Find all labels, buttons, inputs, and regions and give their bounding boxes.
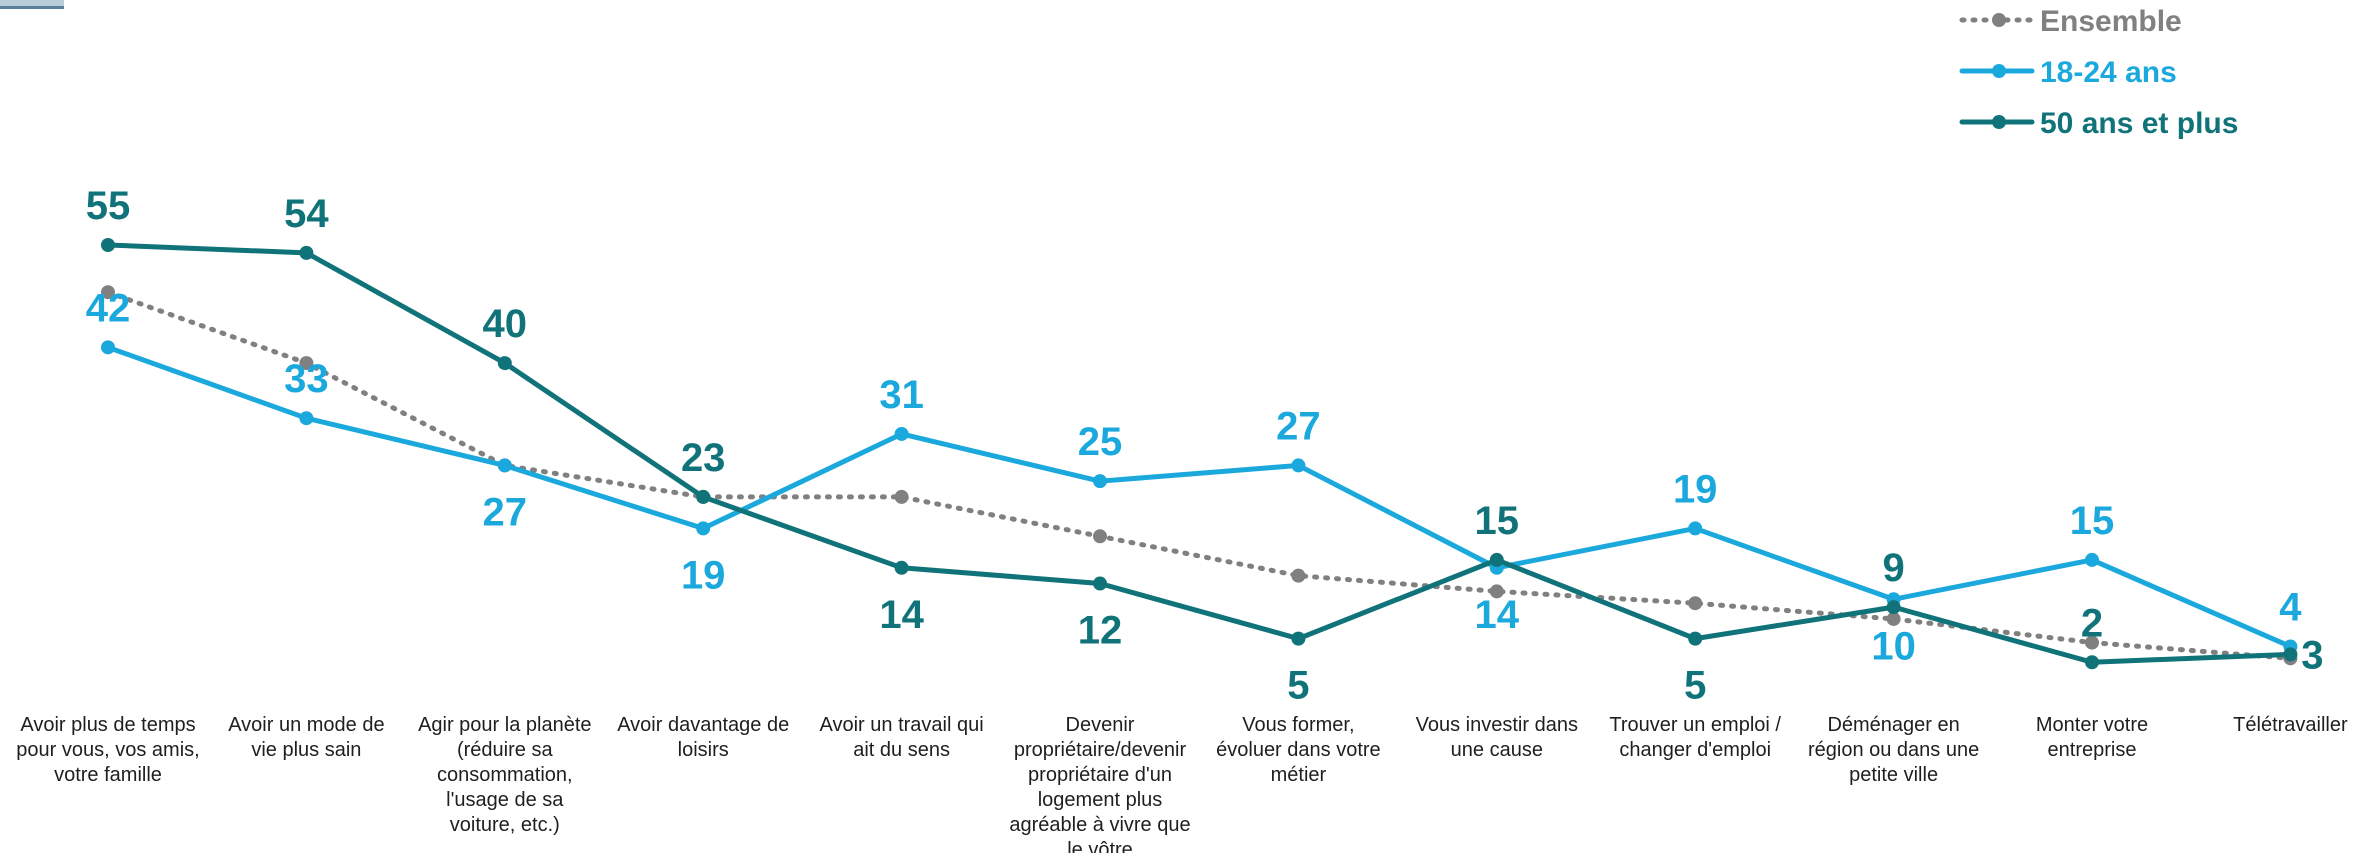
data-point-s1-1 xyxy=(299,411,314,426)
category-label-2: Agir pour la planète (réduire sa consommat… xyxy=(418,714,591,836)
data-point-s1-0 xyxy=(101,340,115,355)
category-label-3: Avoir davantage de loisirs xyxy=(617,714,789,761)
legend: Ensemble 18-24 ans 50 ans et plus xyxy=(1959,5,2238,140)
data-point-s1-8 xyxy=(1688,521,1703,536)
category-label-10: Monter votre entreprise xyxy=(2036,714,2148,761)
data-point-s2-5 xyxy=(1093,576,1107,591)
series-line-1 xyxy=(105,344,2293,650)
data-point-s2-7 xyxy=(1489,552,1504,567)
data-point-s1-4 xyxy=(894,426,909,441)
data-point-s0-1 xyxy=(299,356,314,371)
data-point-s2-9 xyxy=(1886,600,1901,615)
legend-marker-0 xyxy=(1992,13,2006,27)
category-label-9: Déménager en région ou dans une petite vil… xyxy=(1808,714,1979,786)
category-label-6: Vous former, évoluer dans votre métier xyxy=(1216,714,1381,786)
data-label-s1-11: 4 xyxy=(2279,586,2302,630)
data-point-s0-10 xyxy=(2085,635,2099,650)
data-point-s2-11 xyxy=(2283,647,2298,662)
legend-marker-1 xyxy=(1992,64,2006,78)
data-label-s1-4: 31 xyxy=(879,373,924,417)
data-label-s2-11: 3 xyxy=(2301,633,2323,677)
data-label-s1-5: 25 xyxy=(1078,420,1123,464)
series-lines xyxy=(105,242,2293,665)
data-point-s2-3 xyxy=(696,489,711,504)
data-label-s2-2: 40 xyxy=(483,302,528,346)
data-point-s1-2 xyxy=(497,458,512,473)
data-label-s2-9: 9 xyxy=(1882,546,1904,590)
data-label-s2-1: 54 xyxy=(284,192,329,236)
data-point-s2-4 xyxy=(894,560,909,575)
category-label-5: Devenir propriétaire/devenir propriétaire … xyxy=(1009,714,1190,853)
series-points xyxy=(101,238,2298,670)
data-point-s1-6 xyxy=(1291,458,1306,473)
data-point-s0-7 xyxy=(1489,584,1504,599)
legend-label-2: 50 ans et plus xyxy=(2040,107,2238,140)
category-label-8: Trouver un emploi / changer d'emploi xyxy=(1609,714,1781,761)
data-point-s1-3 xyxy=(696,521,711,536)
data-point-s2-0 xyxy=(101,238,115,252)
category-label-4: Avoir un travail qui ait du sens xyxy=(820,714,984,761)
data-point-s2-1 xyxy=(299,245,314,260)
data-point-s0-6 xyxy=(1291,568,1306,583)
data-label-s1-0: 42 xyxy=(86,286,131,330)
category-label-1: Avoir un mode de vie plus sain xyxy=(228,714,384,761)
data-label-s2-0: 55 xyxy=(86,184,131,228)
data-label-s1-6: 27 xyxy=(1276,404,1321,448)
data-label-s1-7: 14 xyxy=(1475,593,1520,637)
data-point-s1-5 xyxy=(1093,474,1107,489)
category-label-7: Vous investir dans une cause xyxy=(1416,714,1578,761)
data-point-s0-4 xyxy=(894,489,909,504)
data-label-s1-3: 19 xyxy=(681,553,726,597)
data-label-s2-10: 2 xyxy=(2081,601,2103,645)
category-label-11: Télétravailler xyxy=(2233,714,2348,736)
data-label-s2-3: 23 xyxy=(681,436,726,480)
data-label-s1-8: 19 xyxy=(1673,467,1718,511)
data-point-s0-5 xyxy=(1093,529,1107,544)
corner-decoration xyxy=(0,0,64,9)
series-line-2 xyxy=(105,242,2293,665)
data-point-s1-10 xyxy=(2085,552,2099,567)
data-point-s0-9 xyxy=(1886,611,1901,626)
data-label-s1-10: 15 xyxy=(2070,499,2115,543)
data-label-s2-8: 5 xyxy=(1684,664,1706,708)
data-point-s0-8 xyxy=(1688,596,1703,611)
data-label-s2-6: 5 xyxy=(1287,664,1309,708)
data-label-s2-7: 15 xyxy=(1475,499,1520,543)
data-point-s2-10 xyxy=(2085,655,2099,670)
category-label-0: Avoir plus de temps pour vous, vos amis, v… xyxy=(16,714,199,786)
data-point-s2-2 xyxy=(497,356,512,371)
data-point-s2-8 xyxy=(1688,631,1703,646)
data-point-s0-0 xyxy=(101,285,115,300)
data-label-s1-2: 27 xyxy=(483,490,528,534)
legend-marker-2 xyxy=(1992,115,2006,129)
legend-label-0: Ensemble xyxy=(2040,5,2182,38)
data-label-s2-5: 12 xyxy=(1078,609,1123,653)
data-point-s2-6 xyxy=(1291,631,1306,646)
legend-label-1: 18-24 ans xyxy=(2040,56,2177,89)
data-label-s2-4: 14 xyxy=(879,593,924,637)
data-label-s1-9: 10 xyxy=(1871,624,1916,668)
category-labels: Avoir plus de temps pour vous, vos amis, v… xyxy=(16,714,2348,853)
series-line-0 xyxy=(105,289,2293,661)
data-label-s1-1: 33 xyxy=(284,357,329,401)
